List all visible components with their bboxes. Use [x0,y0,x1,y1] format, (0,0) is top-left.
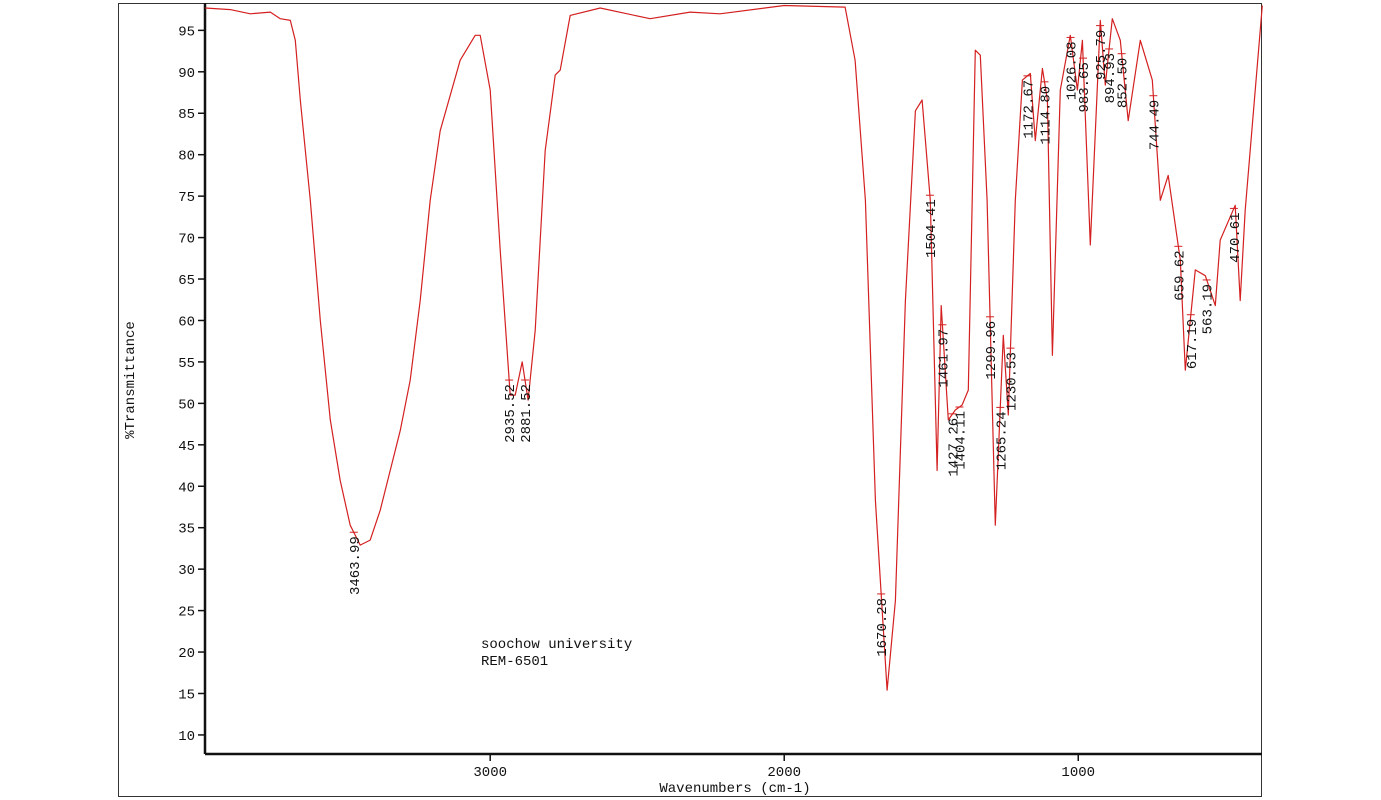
y-tick-label: 85 [178,107,195,123]
y-tick-label: 40 [178,480,195,496]
y-tick-label: 35 [178,522,195,538]
note: soochow university [481,637,632,653]
peak-label: 1504.41 [924,199,940,258]
y-tick-label: 45 [178,439,195,455]
peak-label: 3463.99 [348,536,364,595]
y-tick-label: 75 [178,190,195,206]
peak-label: 1230.53 [1004,352,1020,411]
peak-label: 1265.24 [994,411,1010,470]
peak-label: 563.19 [1201,284,1217,334]
y-tick-label: 50 [178,397,195,413]
y-tick-label: 25 [178,605,195,621]
peak-label: 1172.67 [1021,80,1037,139]
spectrum-line [205,4,1263,691]
peak-label: 894.93 [1103,53,1119,103]
peak-label: 1026.08 [1065,41,1081,100]
peak-label: 852.50 [1116,58,1132,108]
y-tick-label: 80 [178,149,195,165]
y-tick-label: 20 [178,646,195,662]
peak-label: 1299.96 [984,321,1000,380]
x-tick-label: 2000 [767,765,801,781]
peak-label: 659.62 [1172,250,1188,300]
y-tick-label: 70 [178,232,195,248]
y-tick-label: 65 [178,273,195,289]
x-tick-label: 3000 [473,765,507,781]
x-axis-label: Wavenumbers (cm-1) [659,781,810,797]
y-tick-label: 90 [178,66,195,82]
peak-label: 1404.11 [953,411,969,470]
x-tick-label: 1000 [1061,765,1095,781]
peak-label: 744.49 [1147,100,1163,150]
y-tick-label: 55 [178,356,195,372]
peak-label: 983.65 [1077,62,1093,112]
y-tick-label: 60 [178,314,195,330]
y-axis-label: %Transmittance [123,321,139,439]
peak-label: 1427.26 [947,418,963,477]
peak-label: 1670.28 [875,598,891,657]
peak-label: 617.19 [1185,319,1201,369]
frame [118,3,1262,797]
peak-label: 925.79 [1094,30,1110,80]
peak-label: 2935.52 [503,384,519,443]
note: REM-6501 [481,654,548,670]
peak-label: 1114.80 [1038,86,1054,145]
y-tick-label: 30 [178,563,195,579]
y-tick-label: 10 [178,729,195,745]
peak-label: 1461.97 [936,329,952,388]
peak-label: 2881.52 [519,384,535,443]
peak-label: 470.61 [1228,212,1244,262]
y-tick-label: 95 [178,24,195,40]
y-tick-label: 15 [178,687,195,703]
